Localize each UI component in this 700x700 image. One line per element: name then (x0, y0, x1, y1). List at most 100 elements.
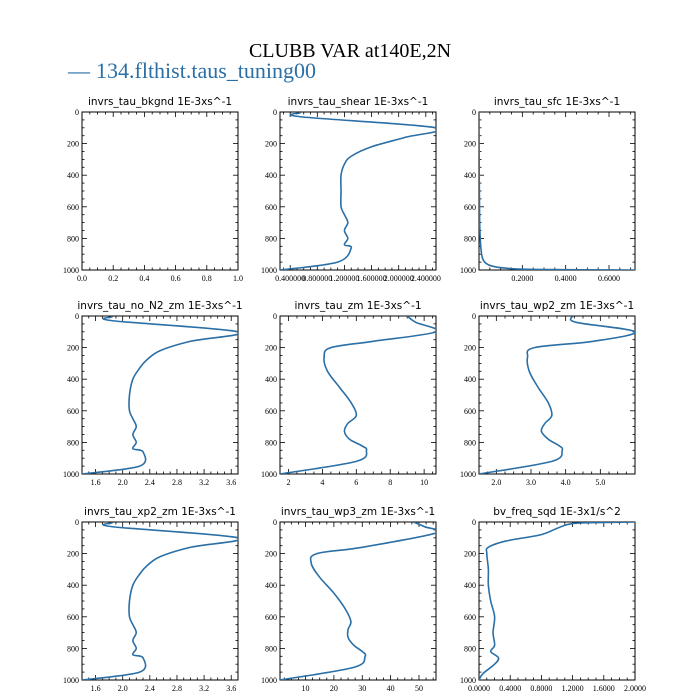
series-line (280, 112, 436, 270)
x-tick-label: 2.0 (118, 478, 128, 487)
y-tick-label: 200 (464, 140, 476, 149)
y-tick-label: 600 (464, 203, 476, 212)
x-tick-label: 4 (320, 478, 324, 487)
y-tick-label: 600 (265, 613, 277, 622)
figure-legend: — 134.flthist.taus_tuning00 (67, 58, 316, 83)
x-tick-label: 1.600000 (357, 274, 387, 283)
y-tick-label: 1000 (63, 266, 79, 275)
y-tick-label: 600 (265, 203, 277, 212)
panel-9: bv_freq_sqd 1E-3x1/s^2020040060080010000… (460, 506, 646, 693)
y-tick-label: 800 (464, 438, 476, 447)
x-tick-label: 8 (388, 478, 392, 487)
legend-label: 134.flthist.taus_tuning00 (96, 58, 316, 83)
panel-title: invrs_tau_shear 1E-3xs^-1 (288, 96, 429, 108)
x-tick-label: 0.2 (108, 274, 118, 283)
y-tick-label: 800 (265, 644, 277, 653)
y-tick-label: 0 (75, 108, 79, 117)
x-tick-label: 4.0 (561, 478, 571, 487)
panel-title: invrs_tau_no_N2_zm 1E-3xs^-1 (77, 300, 242, 312)
x-tick-label: 0.4000 (555, 274, 577, 283)
y-tick-label: 200 (464, 550, 476, 559)
x-tick-label: 0.2000 (511, 274, 533, 283)
x-tick-label: 2.0 (118, 684, 128, 693)
x-tick-label: 0.400000 (275, 274, 305, 283)
x-tick-label: 0.0 (77, 274, 87, 283)
x-tick-label: 2.8 (172, 684, 182, 693)
x-tick-label: 0.0000 (468, 684, 490, 693)
x-tick-label: 1.0 (233, 274, 243, 283)
y-tick-label: 400 (67, 375, 79, 384)
x-tick-label: 2.4 (145, 684, 155, 693)
series-line (479, 112, 635, 270)
x-tick-label: 3.2 (199, 478, 209, 487)
series-line (82, 522, 238, 680)
y-tick-label: 0 (273, 312, 277, 321)
plot-frame (279, 521, 437, 681)
y-tick-label: 600 (464, 613, 476, 622)
panel-title: invrs_tau_wp2_zm 1E-3xs^-1 (480, 300, 634, 312)
y-tick-label: 1000 (460, 676, 476, 685)
x-tick-label: 3.2 (199, 684, 209, 693)
panel-title: invrs_tau_sfc 1E-3xs^-1 (494, 96, 620, 108)
y-tick-label: 400 (67, 581, 79, 590)
panel-title: invrs_tau_bkgnd 1E-3xs^-1 (88, 96, 232, 108)
x-tick-label: 20 (330, 684, 338, 693)
y-tick-label: 800 (265, 438, 277, 447)
x-tick-label: 0.8 (202, 274, 212, 283)
x-tick-label: 0.8000 (530, 684, 552, 693)
y-tick-label: 800 (265, 234, 277, 243)
panel-6: invrs_tau_wp2_zm 1E-3xs^-1 0 200 400 600 800 1… (460, 300, 636, 487)
y-tick-label: 0 (472, 312, 476, 321)
figure-title: CLUBB VAR at140E,2N (249, 40, 451, 62)
panel-title: invrs_tau_wp3_zm 1E-3xs^-1 (281, 506, 435, 518)
y-tick-label: 0 (75, 312, 79, 321)
panel-5: invrs_tau_zm 1E-3xs^-1 0 200 400 600 800 1000 2… (261, 300, 437, 487)
x-tick-label: 1.2000 (562, 684, 584, 693)
x-tick-label: 2.8 (172, 478, 182, 487)
x-tick-label: 40 (387, 684, 395, 693)
y-tick-label: 600 (265, 407, 277, 416)
y-tick-label: 1000 (261, 470, 277, 479)
plot-frame (81, 315, 239, 475)
x-tick-label: 1.6000 (593, 684, 615, 693)
y-tick-label: 1000 (460, 470, 476, 479)
y-tick-label: 600 (67, 203, 79, 212)
x-tick-label: 3.6 (226, 684, 236, 693)
panel-title: invrs_tau_xp2_zm 1E-3xs^-1 (84, 506, 236, 518)
series-line (479, 316, 635, 474)
plot-frame (478, 521, 636, 681)
y-tick-label: 200 (67, 344, 79, 353)
x-tick-label: 2.4 (145, 478, 155, 487)
y-tick-label: 200 (67, 140, 79, 149)
y-tick-label: 800 (464, 234, 476, 243)
panel-8: invrs_tau_wp3_zm 1E-3xs^-1 0 200 400 600 800 1… (261, 506, 437, 693)
x-tick-label: 10 (302, 684, 310, 693)
y-tick-label: 400 (464, 375, 476, 384)
plot-frame (81, 111, 239, 271)
x-tick-label: 10 (420, 478, 428, 487)
x-tick-label: 0.6000 (598, 274, 620, 283)
x-tick-label: 3.0 (526, 478, 536, 487)
panel-2: invrs_tau_shear 1E-3xs^-1 0 200 400 600 800 10… (261, 96, 441, 283)
x-tick-label: 0.6 (171, 274, 181, 283)
y-tick-label: 600 (67, 407, 79, 416)
plot-frame (478, 111, 636, 271)
panel-1: invrs_tau_bkgnd 1E-3xs^-1 0 200 400 600 800 10… (63, 96, 243, 283)
y-tick-label: 800 (464, 644, 476, 653)
y-tick-label: 200 (67, 550, 79, 559)
series-line (82, 316, 238, 474)
x-tick-label: 1.6 (91, 478, 101, 487)
y-tick-label: 600 (464, 407, 476, 416)
y-tick-label: 1000 (63, 470, 79, 479)
x-tick-label: 30 (358, 684, 366, 693)
plot-frame (478, 315, 636, 475)
y-tick-label: 800 (67, 438, 79, 447)
y-tick-label: 200 (265, 344, 277, 353)
y-tick-label: 400 (265, 171, 277, 180)
panel-3: invrs_tau_sfc 1E-3xs^-1 0 200 400 600 800 1000… (460, 96, 636, 283)
x-tick-label: 3.6 (226, 478, 236, 487)
y-tick-label: 0 (273, 518, 277, 527)
y-tick-label: 1000 (261, 266, 277, 275)
series-line (280, 522, 436, 680)
